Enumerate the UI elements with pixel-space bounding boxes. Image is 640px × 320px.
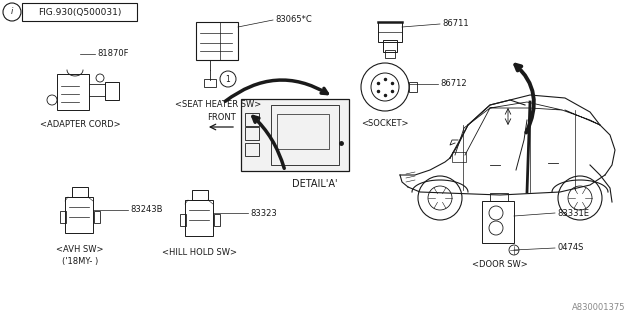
Text: ('18MY- ): ('18MY- ) [62, 257, 98, 266]
Circle shape [489, 206, 503, 220]
Bar [22, 3, 137, 21]
Circle shape [371, 73, 399, 101]
Circle shape [3, 3, 21, 21]
Bar [245, 143, 259, 156]
Bar [452, 152, 466, 162]
Text: 83323: 83323 [250, 209, 276, 218]
Text: DETAIL'A': DETAIL'A' [292, 179, 338, 189]
Text: 86712: 86712 [440, 79, 467, 89]
Bar [180, 214, 186, 226]
Circle shape [428, 186, 452, 210]
Text: i: i [11, 7, 13, 17]
Text: FIG.930(Q500031): FIG.930(Q500031) [38, 7, 122, 17]
Text: A830001375: A830001375 [572, 303, 625, 312]
Bar [482, 201, 514, 243]
Text: <HILL HOLD SW>: <HILL HOLD SW> [163, 248, 237, 257]
Text: 0474S: 0474S [557, 244, 584, 252]
Circle shape [489, 221, 503, 235]
Bar [214, 214, 220, 226]
Bar [204, 79, 216, 87]
Text: <DOOR SW>: <DOOR SW> [472, 260, 528, 269]
Bar [409, 82, 417, 92]
Circle shape [361, 63, 409, 111]
Text: 83065*C: 83065*C [275, 15, 312, 25]
Text: 83243B: 83243B [130, 205, 163, 214]
Bar [383, 40, 397, 52]
Bar [94, 211, 100, 223]
Bar [245, 127, 259, 140]
Text: 86711: 86711 [442, 20, 468, 28]
Text: 1: 1 [226, 75, 230, 84]
Circle shape [509, 245, 519, 255]
Circle shape [558, 176, 602, 220]
Text: <SEAT HEATER SW>: <SEAT HEATER SW> [175, 100, 261, 109]
Text: 81870F: 81870F [97, 50, 129, 59]
Bar [105, 82, 119, 100]
Bar [57, 74, 89, 110]
Bar [245, 113, 259, 126]
Bar [241, 99, 349, 171]
Circle shape [96, 74, 104, 82]
Bar [185, 200, 213, 236]
Bar [277, 114, 329, 149]
Bar [378, 22, 402, 42]
Bar [72, 187, 88, 197]
Bar [196, 22, 238, 60]
Text: 83331E: 83331E [557, 209, 589, 218]
Text: <AVH SW>: <AVH SW> [56, 245, 104, 254]
Bar [192, 190, 208, 200]
Bar [60, 211, 66, 223]
Circle shape [220, 71, 236, 87]
Bar [65, 197, 93, 233]
Text: <ADAPTER CORD>: <ADAPTER CORD> [40, 120, 120, 129]
Circle shape [47, 95, 57, 105]
Text: FRONT: FRONT [207, 113, 236, 122]
Bar [490, 193, 508, 201]
Circle shape [568, 186, 592, 210]
Circle shape [418, 176, 462, 220]
Bar [385, 50, 395, 58]
Text: <SOCKET>: <SOCKET> [361, 119, 409, 128]
Bar [271, 105, 339, 165]
